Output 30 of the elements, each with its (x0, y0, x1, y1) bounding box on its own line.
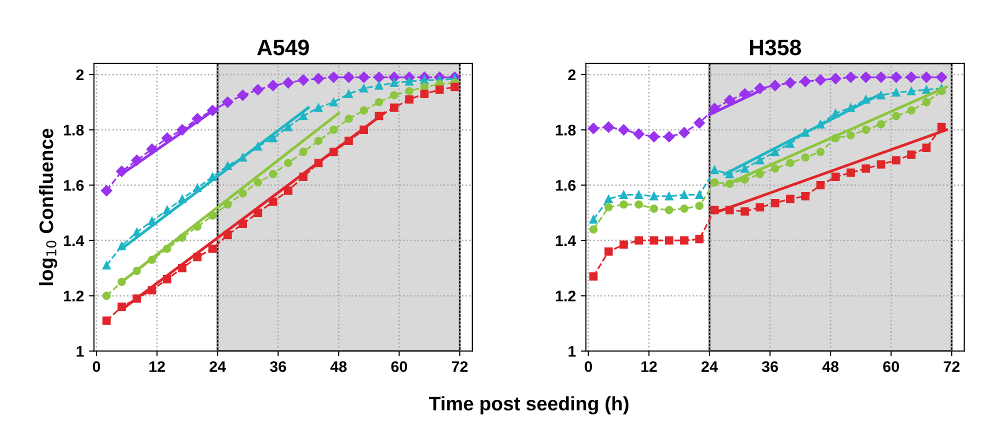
x-tick-label: 24 (210, 361, 226, 372)
x-tick-label: 12 (641, 361, 657, 372)
y-tick-label: 1.6 (556, 180, 576, 191)
x-tick-label: 24 (702, 361, 718, 372)
y-tick-label: 1.8 (64, 124, 84, 136)
x-tick-label: 60 (883, 361, 899, 372)
x-tick-label: 72 (452, 361, 468, 372)
y-tick-label: 1.8 (556, 124, 576, 136)
chart-title: H358 (750, 40, 801, 56)
y-tick-label: 1.2 (556, 290, 576, 302)
x-tick-label: 0 (584, 361, 592, 372)
y-tick-label: 1.6 (64, 180, 84, 191)
y-axis-title: log$_{10}$ Confluence (38, 128, 58, 286)
y-tick-label: 1 (76, 346, 84, 357)
x-tick-label: 48 (330, 361, 347, 372)
y-tick-label: 1.4 (64, 235, 84, 246)
y-tick-label: 1.2 (64, 290, 84, 302)
y-tick-label: 2 (76, 69, 84, 80)
x-tick-label: 36 (762, 361, 778, 372)
x-axis-title: Time post seeding (h) (429, 396, 628, 414)
x-tick-label: 72 (944, 361, 960, 372)
y-tick-label: 2 (568, 69, 576, 80)
y-tick-label: 1 (568, 346, 576, 357)
x-tick-label: 12 (149, 361, 165, 372)
x-tick-label: 0 (92, 361, 100, 372)
y-tick-label: 1.4 (556, 235, 576, 246)
chart-title: A549 (257, 40, 309, 56)
x-tick-label: 60 (391, 361, 408, 372)
x-tick-label: 48 (822, 361, 839, 372)
x-tick-label: 36 (270, 361, 286, 372)
